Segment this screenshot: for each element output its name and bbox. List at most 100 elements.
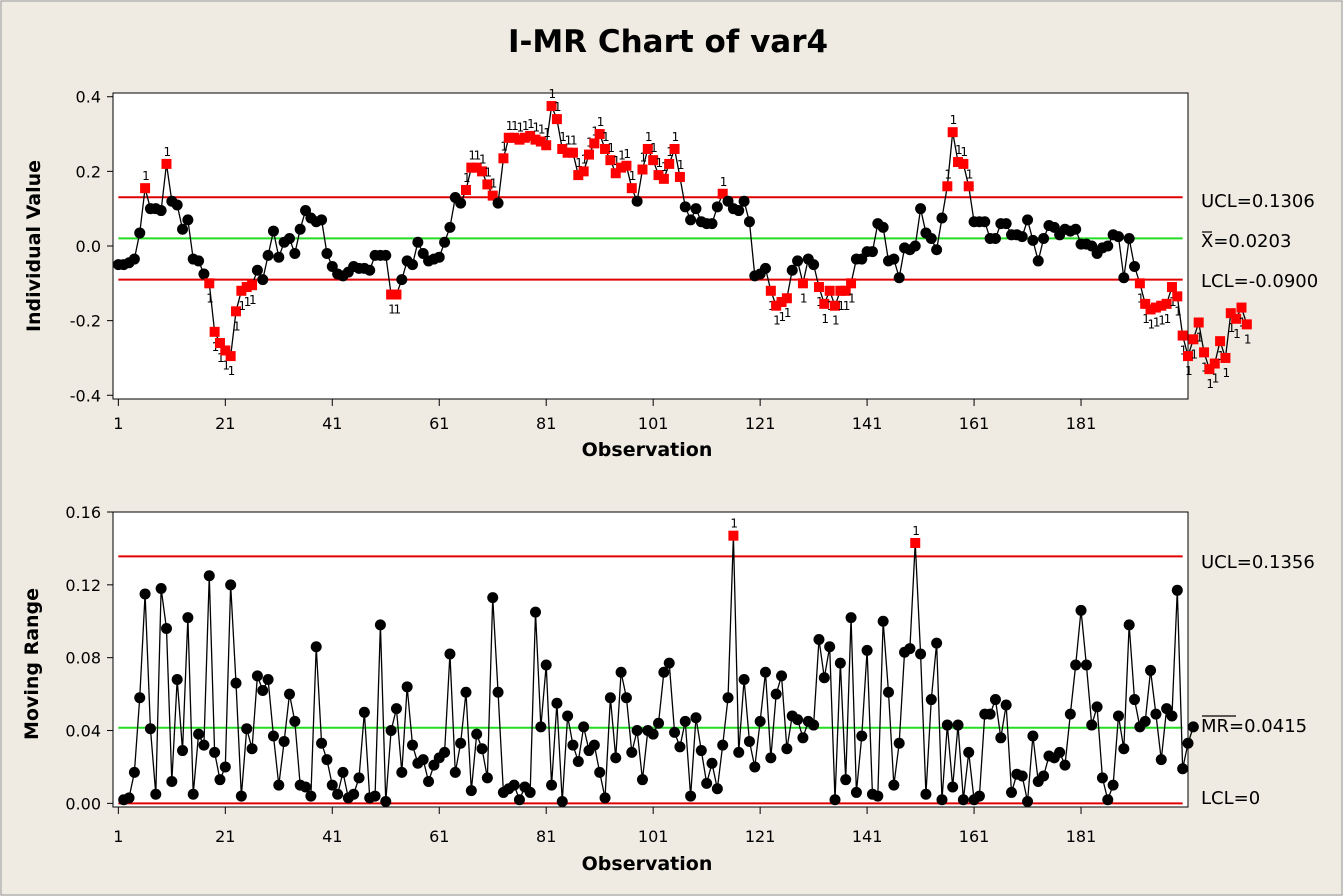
individuals-flagged-point [247,280,258,291]
individuals-flag-label: 1 [843,299,851,313]
individuals-y-tick-label: 0.0 [76,237,101,256]
moving-range-center-label: MR=0.0415 [1201,716,1307,737]
moving-range-point [1096,772,1108,784]
individuals-flagged-point [765,285,776,296]
individuals-flag-label: 1 [206,291,214,305]
moving-range-point [1182,737,1194,749]
moving-range-point [711,783,723,795]
individuals-flag-label: 1 [773,314,781,328]
moving-range-point [770,688,782,700]
moving-range-point [1139,715,1151,727]
individuals-flag-label: 1 [249,293,257,307]
moving-range-point [476,743,488,755]
individuals-flag-label: 1 [222,358,230,372]
moving-range-point [604,692,616,704]
moving-range-point [797,732,809,744]
individuals-flagged-point [819,298,830,309]
individuals-flagged-point [642,143,653,154]
moving-range-point [144,723,156,735]
moving-range-point [1054,746,1066,758]
individuals-point [706,218,718,230]
individuals-point [1112,231,1124,243]
individuals-point [888,253,900,265]
moving-range-point [936,794,948,806]
individuals-flagged-point [1225,308,1236,319]
individuals-flag-label: 1 [1222,366,1230,380]
individuals-flag-label: 1 [1185,364,1193,378]
individuals-flag-label: 1 [549,87,557,101]
individuals-point [439,236,451,248]
individuals-ucl-label: UCL=0.1306 [1201,191,1315,212]
individuals-point [455,197,467,209]
moving-range-point [663,657,675,669]
individuals-flagged-point [541,140,552,151]
individuals-flagged-point [626,183,637,194]
moving-range-point [251,670,263,682]
moving-range-point [808,719,820,731]
individuals-flag-label: 1 [565,134,573,148]
moving-range-point [556,796,568,808]
individuals-point [492,197,504,209]
individuals-flagged-point [487,190,498,201]
moving-range-point [1075,604,1087,616]
individuals-flagged-point [813,282,824,293]
moving-range-point [540,659,552,671]
moving-range-point [524,786,536,798]
individuals-flag-label: 1 [1212,372,1220,386]
moving-range-point [599,792,611,804]
individuals-flagged-point [498,153,509,164]
moving-range-point [562,710,574,722]
moving-range-point [925,694,937,706]
individuals-flag-label: 1 [522,119,530,133]
individuals-flag-label: 1 [163,145,171,159]
individuals-point [808,259,820,271]
individuals-x-tick-label: 41 [322,414,342,433]
individuals-flag-label: 1 [244,295,252,309]
individuals-flagged-point [771,300,782,311]
moving-range-point [444,648,456,660]
individuals-flag-label: 1 [570,134,578,148]
individuals-flag-label: 1 [538,123,546,137]
moving-range-point [1027,730,1039,742]
moving-range-point [856,730,868,742]
moving-range-point [1080,659,1092,671]
moving-range-x-tick-label: 21 [215,827,235,846]
individuals-flag-label: 1 [623,147,631,161]
moving-range-point [882,686,894,698]
moving-range-point [743,735,755,747]
moving-range-point [674,741,686,753]
individuals-flagged-point [840,285,851,296]
moving-range-point [904,643,916,655]
individuals-flag-label: 1 [554,100,562,114]
individuals-flagged-point [846,278,857,289]
individuals-flagged-point [1236,302,1247,313]
individuals-point [759,262,771,274]
individuals-flag-label: 1 [672,130,680,144]
individuals-flag-label: 1 [1158,314,1166,328]
moving-range-point [177,745,189,757]
individuals-point [155,205,167,217]
individuals-point [1022,214,1034,226]
individuals-flagged-point [509,132,520,143]
individuals-flag-label: 1 [821,312,829,326]
moving-range-x-tick-label: 141 [852,827,883,846]
individuals-flagged-point [1241,319,1252,330]
moving-range-point [824,641,836,653]
moving-range-point [385,725,397,737]
individuals-flagged-point [466,162,477,173]
individuals-flagged-point [1140,298,1151,309]
moving-range-point [380,796,392,808]
individuals-flagged-point [605,155,616,166]
moving-range-point [1070,659,1082,671]
individuals-flag-label: 1 [484,165,492,179]
individuals-flagged-point [824,285,835,296]
individuals-flag-label: 1 [955,143,963,157]
moving-range-point [187,788,199,800]
individuals-flagged-point [963,181,974,192]
moving-range-point [813,633,825,645]
moving-range-point [1155,754,1167,766]
individuals-flag-label: 1 [837,299,845,313]
moving-range-point [765,752,777,764]
moving-range-point [150,788,162,800]
individuals-point [316,214,328,226]
